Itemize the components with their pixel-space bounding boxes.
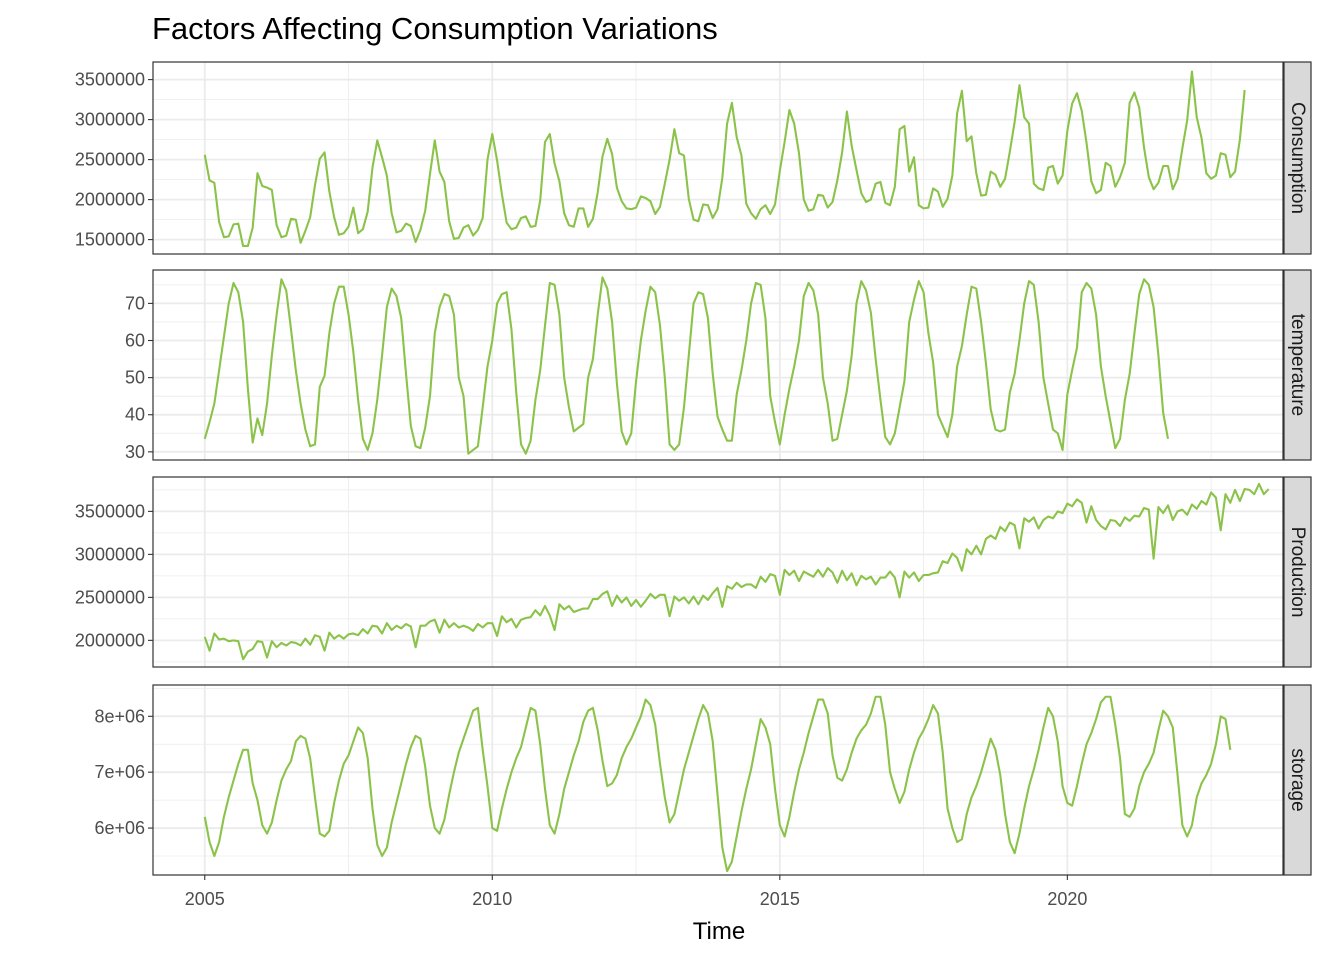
y-tick-label: 30 bbox=[125, 442, 145, 462]
series-line-consumption bbox=[203, 70, 1246, 248]
series-line-temperature bbox=[203, 276, 1170, 455]
panel-background bbox=[153, 62, 1283, 254]
panel-temperature: 30 40 50 60 70 temperature bbox=[125, 269, 1312, 462]
panel-border bbox=[152, 476, 1284, 668]
panel-production: 2000000 2500000 3000000 3500000 Production bbox=[75, 476, 1312, 668]
facet-strip-label: Production bbox=[1287, 527, 1308, 618]
facet-strip bbox=[1283, 269, 1312, 461]
panel-background bbox=[153, 477, 1283, 667]
y-tick-label: 60 bbox=[125, 331, 145, 351]
y-tick-label: 8e+06 bbox=[94, 706, 145, 726]
series-line-storage bbox=[203, 695, 1232, 873]
x-axis-title: Time bbox=[693, 918, 745, 945]
y-tick-label: 3000000 bbox=[75, 544, 145, 564]
series-line-production bbox=[203, 482, 1270, 661]
panel-border bbox=[152, 684, 1284, 876]
y-tick-label: 1500000 bbox=[75, 230, 145, 250]
y-tick-label: 3500000 bbox=[75, 70, 145, 90]
y-tick-label: 2000000 bbox=[75, 630, 145, 650]
facet-strip bbox=[1283, 476, 1312, 668]
panel-border bbox=[152, 61, 1284, 255]
panel-consumption: 1500000 2000000 2500000 3000000 3500000 Consu… bbox=[75, 61, 1312, 255]
x-axis: 2005 2010 2015 2020 bbox=[185, 875, 1087, 909]
panel-border bbox=[152, 269, 1284, 461]
chart-title: Factors Affecting Consumption Variations bbox=[152, 11, 718, 46]
y-tick-label: 2000000 bbox=[75, 190, 145, 210]
y-tick-label: 7e+06 bbox=[94, 762, 145, 782]
y-tick-label: 40 bbox=[125, 405, 145, 425]
facet-strip-label: temperature bbox=[1287, 314, 1308, 416]
facet-strip-label: Consumption bbox=[1287, 102, 1308, 214]
x-tick-label: 2015 bbox=[760, 889, 800, 909]
chart-panels: 1500000 2000000 2500000 3000000 3500000 Consu… bbox=[75, 61, 1312, 876]
x-tick-label: 2005 bbox=[185, 889, 225, 909]
facet-strip-label: storage bbox=[1287, 748, 1308, 811]
y-tick-label: 2500000 bbox=[75, 587, 145, 607]
y-tick-label: 6e+06 bbox=[94, 818, 145, 838]
x-tick-label: 2010 bbox=[472, 889, 512, 909]
y-tick-label: 50 bbox=[125, 368, 145, 388]
y-tick-label: 70 bbox=[125, 293, 145, 313]
y-tick-label: 2500000 bbox=[75, 150, 145, 170]
y-tick-label: 3500000 bbox=[75, 501, 145, 521]
facet-strip bbox=[1283, 684, 1312, 876]
panel-storage: 6e+06 7e+06 8e+06 storage bbox=[94, 684, 1312, 876]
facet-strip bbox=[1283, 61, 1312, 255]
panel-background bbox=[153, 270, 1283, 460]
x-tick-label: 2020 bbox=[1047, 889, 1087, 909]
y-tick-label: 3000000 bbox=[75, 110, 145, 130]
